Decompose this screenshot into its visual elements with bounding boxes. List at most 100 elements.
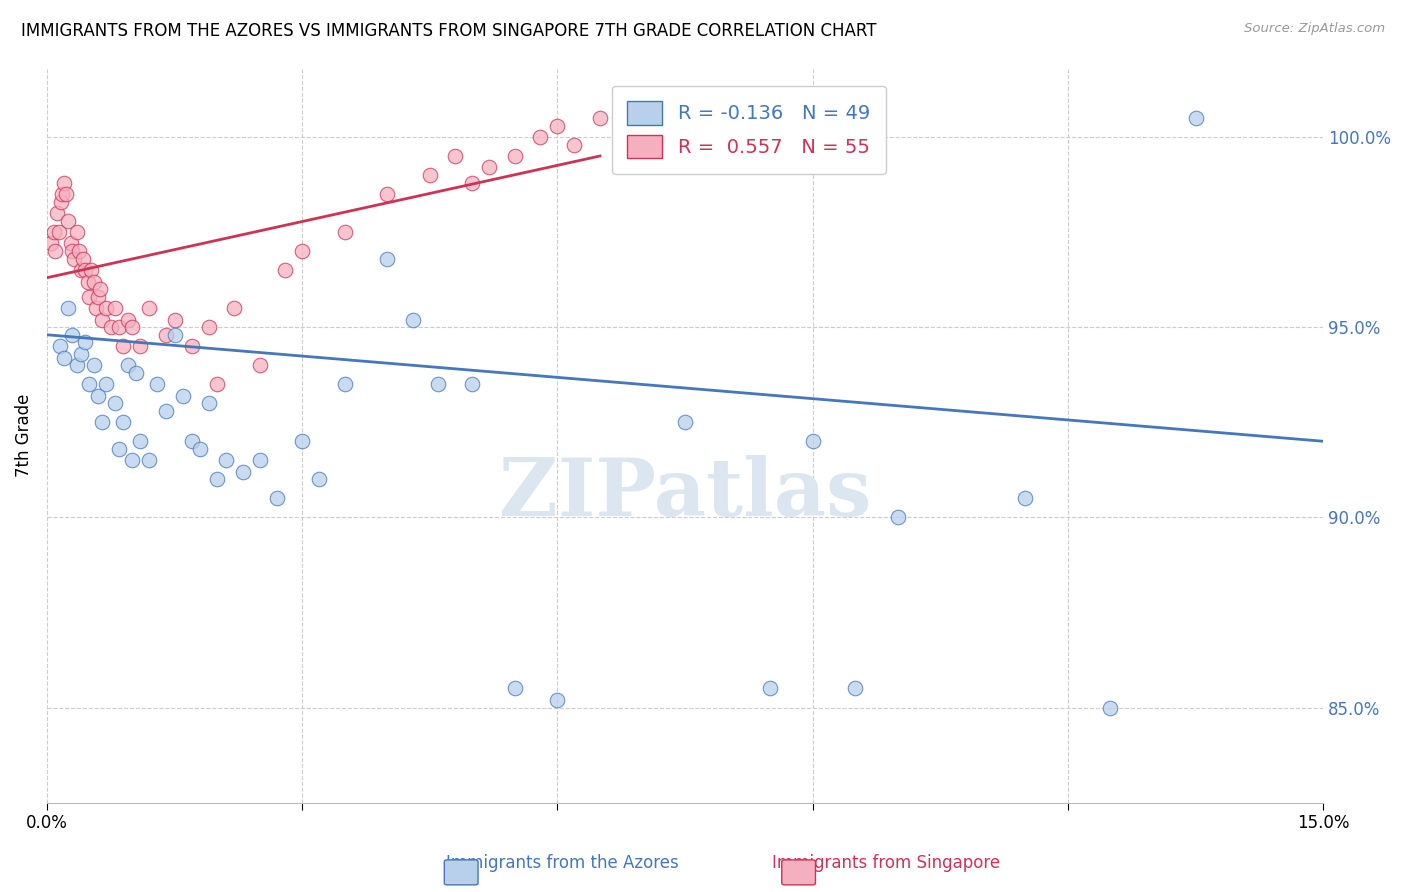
Point — [91, 415, 114, 429]
Point — [108, 442, 131, 456]
Point — [249, 358, 271, 372]
Point — [529, 130, 551, 145]
Point — [84, 301, 107, 315]
Point — [444, 149, 467, 163]
Point — [589, 111, 612, 125]
Point — [266, 491, 288, 506]
Point — [163, 312, 186, 326]
Point — [546, 693, 568, 707]
Point — [48, 225, 70, 239]
Point — [46, 206, 69, 220]
Point — [56, 301, 79, 315]
Point — [129, 339, 152, 353]
Point — [129, 434, 152, 449]
Point — [375, 187, 398, 202]
Point — [886, 510, 908, 524]
Point — [375, 252, 398, 266]
Point — [89, 282, 111, 296]
Point — [117, 312, 139, 326]
Point — [155, 404, 177, 418]
Point — [419, 168, 441, 182]
Point — [564, 137, 586, 152]
Point — [333, 377, 356, 392]
Point — [104, 301, 127, 315]
Point — [52, 176, 75, 190]
Point — [83, 358, 105, 372]
Point — [42, 225, 65, 239]
Point — [125, 366, 148, 380]
Point — [291, 434, 314, 449]
Point — [51, 187, 73, 202]
Point — [70, 347, 93, 361]
Point — [222, 301, 245, 315]
Point — [55, 187, 77, 202]
Point — [461, 377, 484, 392]
Point — [72, 252, 94, 266]
Text: IMMIGRANTS FROM THE AZORES VS IMMIGRANTS FROM SINGAPORE 7TH GRADE CORRELATION CH: IMMIGRANTS FROM THE AZORES VS IMMIGRANTS… — [21, 22, 876, 40]
Point — [333, 225, 356, 239]
Point — [121, 453, 143, 467]
Point — [291, 244, 314, 258]
Text: Source: ZipAtlas.com: Source: ZipAtlas.com — [1244, 22, 1385, 36]
Point — [62, 244, 84, 258]
Text: Immigrants from Singapore: Immigrants from Singapore — [772, 855, 1000, 872]
Point — [274, 263, 297, 277]
Point — [75, 335, 97, 350]
Point — [121, 320, 143, 334]
Point — [232, 465, 254, 479]
Point — [205, 377, 228, 392]
Point — [205, 472, 228, 486]
Point — [546, 119, 568, 133]
Point — [172, 389, 194, 403]
Point — [39, 236, 62, 251]
Point — [673, 415, 696, 429]
Point — [44, 244, 66, 258]
Point — [117, 358, 139, 372]
Point — [63, 252, 86, 266]
Text: ZIPatlas: ZIPatlas — [499, 455, 872, 533]
Point — [801, 434, 824, 449]
Point — [108, 320, 131, 334]
Legend: R = -0.136   N = 49, R =  0.557   N = 55: R = -0.136 N = 49, R = 0.557 N = 55 — [612, 86, 886, 174]
Point — [96, 377, 118, 392]
Point — [59, 236, 82, 251]
Point — [49, 194, 72, 209]
Point — [163, 327, 186, 342]
Point — [478, 161, 501, 175]
Point — [249, 453, 271, 467]
Point — [503, 149, 526, 163]
Point — [83, 275, 105, 289]
Point — [461, 176, 484, 190]
Point — [503, 681, 526, 696]
Point — [91, 312, 114, 326]
Point — [112, 415, 135, 429]
Point — [188, 442, 211, 456]
Point — [214, 453, 236, 467]
Point — [104, 396, 127, 410]
Point — [70, 263, 93, 277]
Point — [76, 275, 98, 289]
Point — [87, 389, 110, 403]
Point — [80, 263, 103, 277]
Point — [427, 377, 450, 392]
Point — [79, 290, 101, 304]
Point — [67, 244, 90, 258]
Point — [66, 225, 89, 239]
Point — [402, 312, 425, 326]
Point — [100, 320, 122, 334]
Point — [87, 290, 110, 304]
Point — [308, 472, 330, 486]
Point — [146, 377, 169, 392]
Point — [180, 339, 202, 353]
Point — [138, 453, 160, 467]
Point — [52, 351, 75, 365]
Point — [197, 320, 219, 334]
Point — [1184, 111, 1206, 125]
Point — [155, 327, 177, 342]
Point — [1014, 491, 1036, 506]
Y-axis label: 7th Grade: 7th Grade — [15, 394, 32, 477]
Point — [79, 377, 101, 392]
Point — [66, 358, 89, 372]
Point — [62, 327, 84, 342]
Point — [75, 263, 97, 277]
